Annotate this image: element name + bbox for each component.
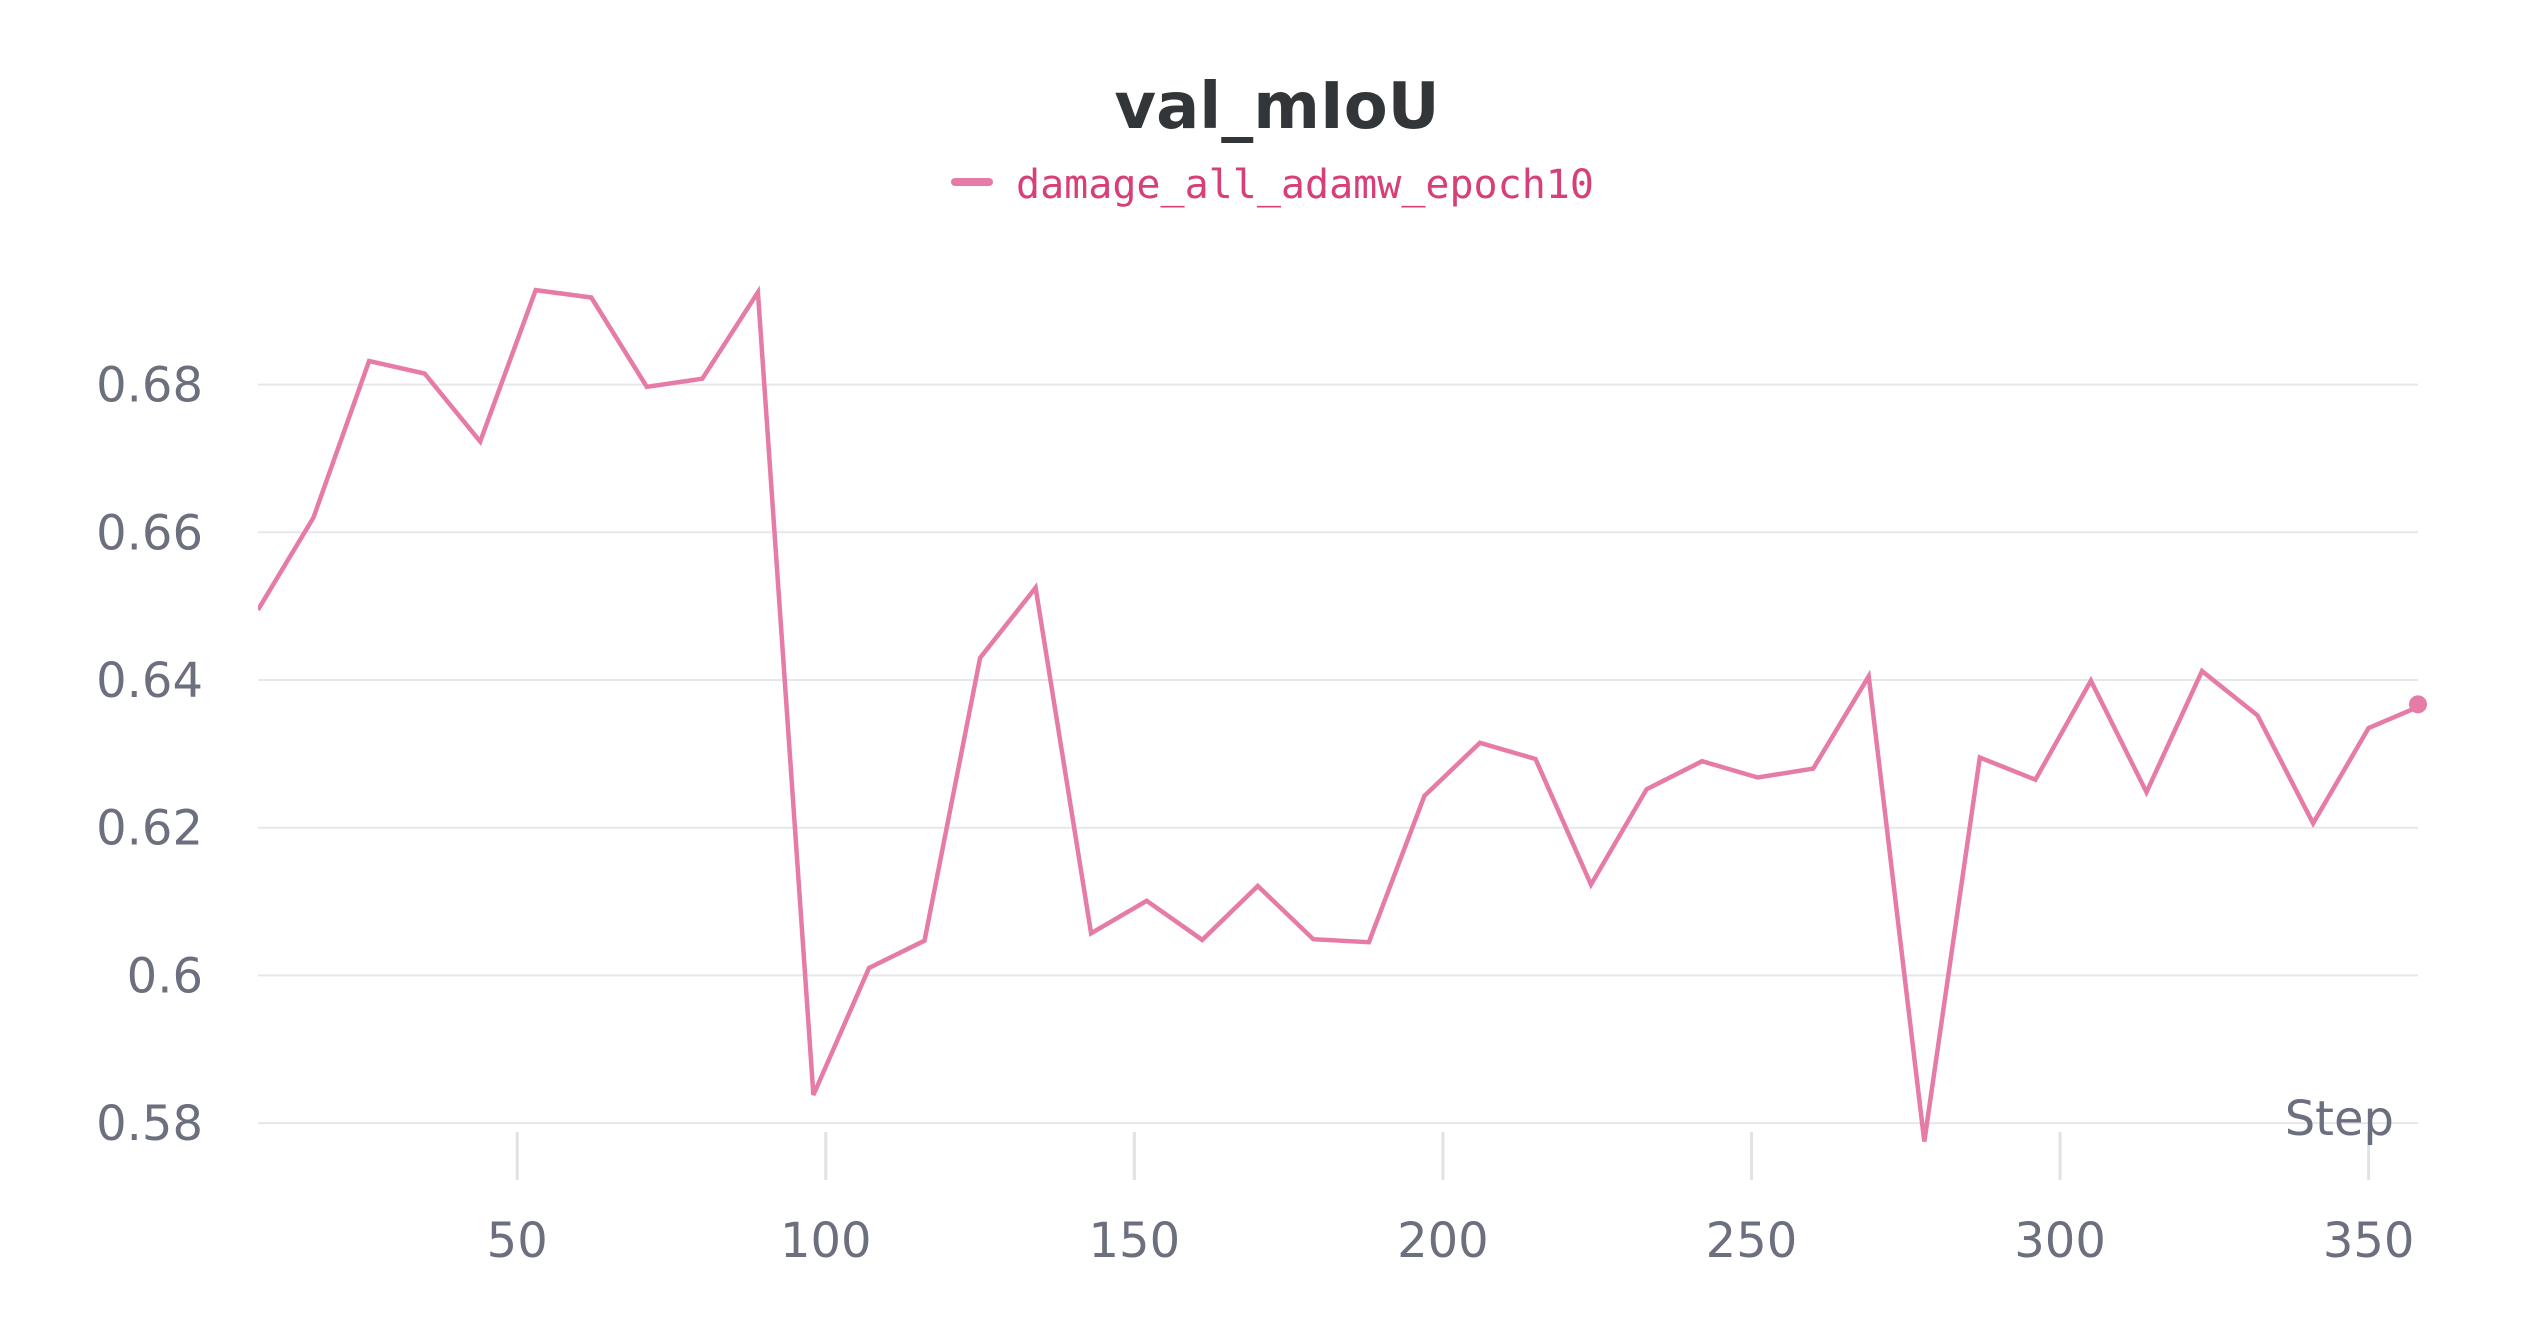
x-tick-label: 150 xyxy=(1089,1213,1181,1269)
x-tick-label: 100 xyxy=(780,1213,872,1269)
x-axis-label: Step xyxy=(2285,1091,2394,1147)
series-layer xyxy=(258,285,2427,1142)
gridlines xyxy=(258,383,2418,1125)
x-tick-label: 300 xyxy=(2014,1213,2106,1269)
y-tick-label: 0.62 xyxy=(96,801,203,857)
x-tick-marks xyxy=(515,1132,2371,1180)
series-line xyxy=(258,285,2426,1142)
y-tick-label: 0.68 xyxy=(96,358,203,414)
y-tick-label: 0.58 xyxy=(96,1096,203,1152)
x-tick-label: 350 xyxy=(2323,1213,2415,1269)
y-tick-label: 0.66 xyxy=(96,505,203,561)
x-tick-label: 250 xyxy=(1706,1213,1798,1269)
x-tick-labels: 50 100 150 200 250 300 350 xyxy=(487,1213,2415,1269)
legend-label: damage_all_adamw_epoch10 xyxy=(1016,162,1594,208)
x-tick-label: 50 xyxy=(487,1213,548,1269)
x-tick-label: 200 xyxy=(1397,1213,1489,1269)
y-tick-label: 0.64 xyxy=(96,653,203,709)
y-tick-label: 0.6 xyxy=(127,948,203,1004)
y-tick-labels: 0.58 0.6 0.62 0.64 0.66 0.68 xyxy=(96,358,203,1152)
legend[interactable]: damage_all_adamw_epoch10 xyxy=(951,162,1594,208)
chart-title: val_mIoU xyxy=(1114,70,1439,144)
last-point-marker xyxy=(2409,695,2427,714)
